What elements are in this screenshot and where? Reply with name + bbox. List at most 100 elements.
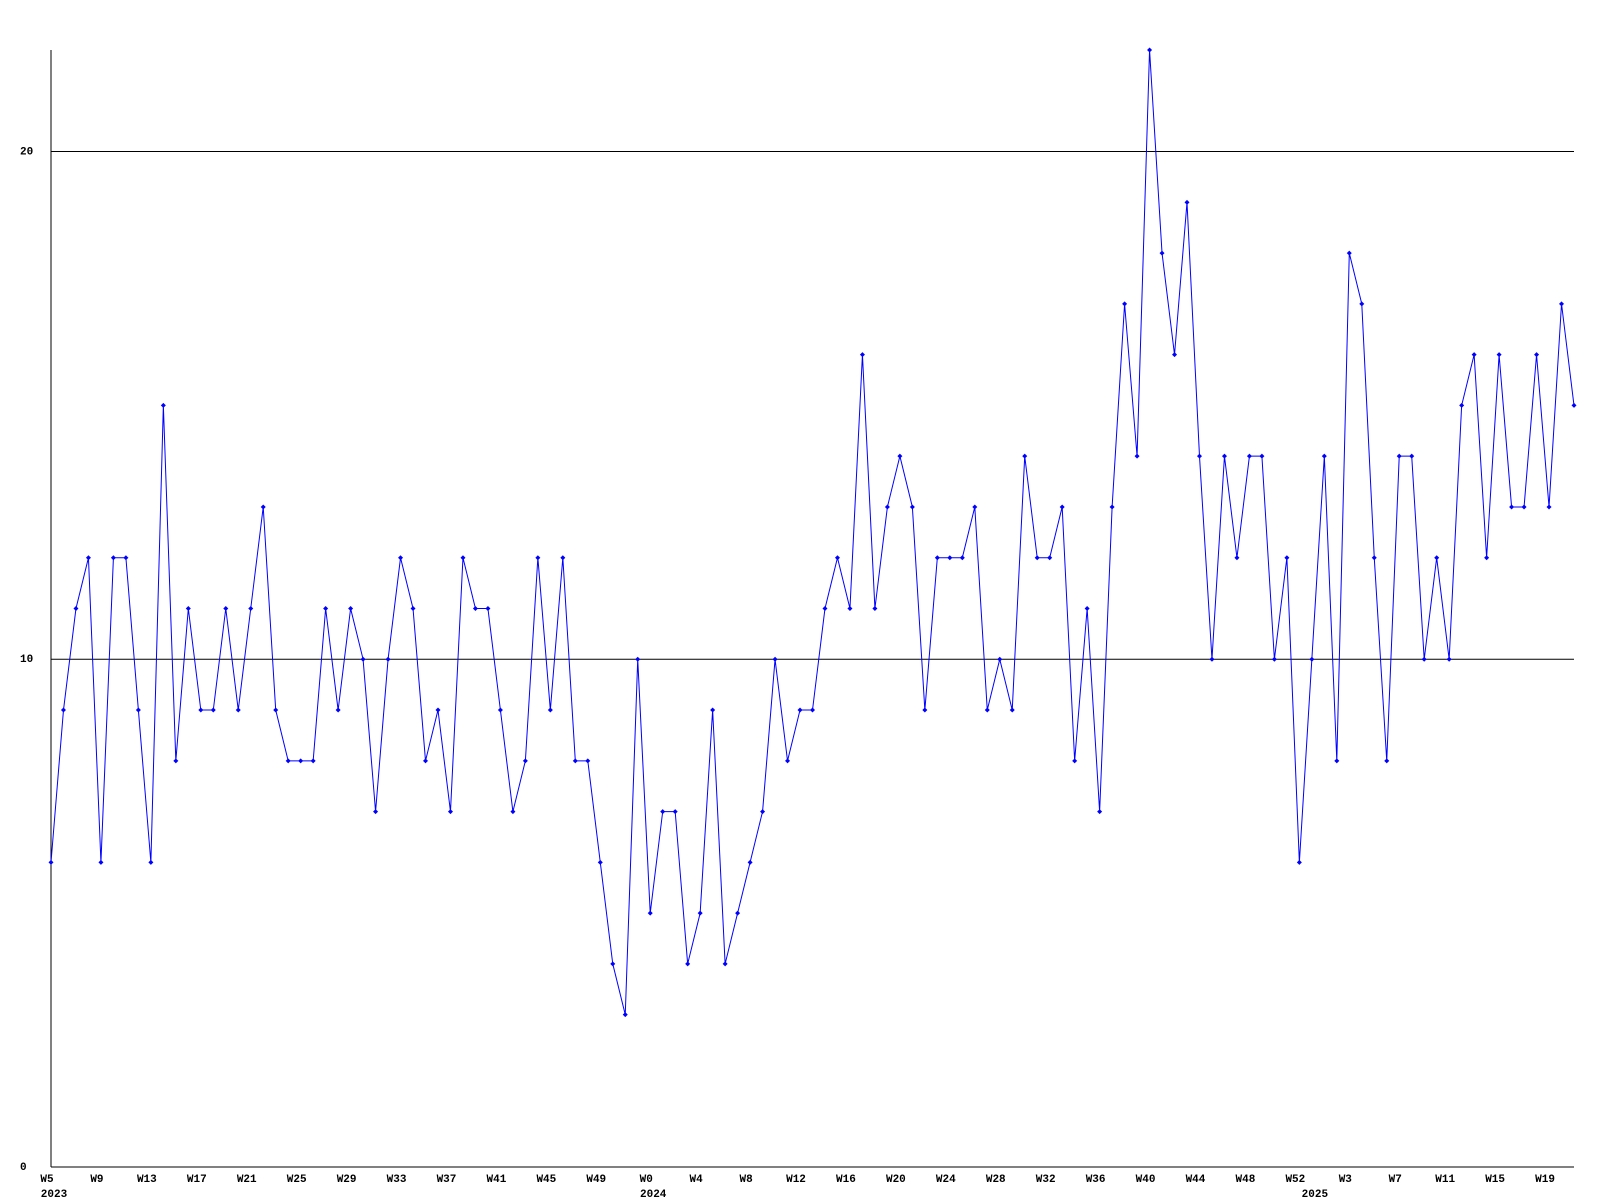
point-marker xyxy=(735,910,741,916)
point-marker xyxy=(335,707,341,713)
point-marker xyxy=(822,606,828,611)
point-marker xyxy=(1359,301,1365,307)
point-marker xyxy=(797,707,803,713)
point-marker xyxy=(1209,656,1215,662)
point-marker xyxy=(410,606,416,611)
point-marker xyxy=(1309,656,1315,662)
point-marker xyxy=(1034,555,1040,561)
point-marker xyxy=(85,555,91,561)
point-marker xyxy=(1509,504,1515,510)
point-marker xyxy=(398,555,404,561)
x-tick-label: W0 xyxy=(640,1174,653,1186)
point-marker xyxy=(859,352,865,358)
point-marker xyxy=(173,758,179,764)
point-marker xyxy=(522,758,528,764)
point-marker xyxy=(160,402,166,408)
point-marker xyxy=(1459,402,1465,408)
x-tick-label: W21 xyxy=(237,1174,257,1186)
x-tick-label: W11 xyxy=(1435,1174,1455,1186)
x-tick-label: W9 xyxy=(90,1174,103,1186)
point-marker xyxy=(710,707,716,713)
x-tick-label: W20 xyxy=(886,1174,906,1186)
point-marker xyxy=(1284,555,1290,561)
x-tick-label: W19 xyxy=(1535,1174,1555,1186)
point-marker xyxy=(1271,656,1277,662)
point-marker xyxy=(884,504,890,510)
point-marker xyxy=(1184,199,1190,205)
point-marker xyxy=(635,656,641,662)
point-marker xyxy=(1196,453,1202,459)
point-marker xyxy=(485,606,491,611)
point-marker xyxy=(472,606,478,611)
point-marker xyxy=(1496,352,1502,358)
x-tick-label: W48 xyxy=(1236,1174,1256,1186)
point-marker xyxy=(298,758,304,764)
point-marker xyxy=(60,707,66,713)
point-marker xyxy=(210,707,216,713)
x-tick-label: W37 xyxy=(437,1174,457,1186)
x-tick-label: W28 xyxy=(986,1174,1006,1186)
x-tick-label: W44 xyxy=(1186,1174,1206,1186)
point-marker xyxy=(135,707,141,713)
point-marker xyxy=(1546,504,1552,510)
point-marker xyxy=(435,707,441,713)
y-tick-label: 20 xyxy=(20,146,33,158)
point-marker xyxy=(1246,453,1252,459)
point-marker xyxy=(385,656,391,662)
point-marker xyxy=(110,555,116,561)
x-tick-label: W17 xyxy=(187,1174,207,1186)
point-marker xyxy=(198,707,204,713)
data-line xyxy=(50,49,1575,1015)
point-marker xyxy=(1221,453,1227,459)
point-marker xyxy=(1396,453,1402,459)
point-marker xyxy=(722,961,728,967)
point-marker xyxy=(834,555,840,561)
x-tick-label: W29 xyxy=(337,1174,357,1186)
x-tick-label: W5 xyxy=(40,1174,54,1186)
point-marker xyxy=(373,809,379,815)
point-marker xyxy=(148,859,154,865)
point-marker xyxy=(1371,555,1377,561)
point-marker xyxy=(1321,453,1327,459)
x-group-label: 2025 xyxy=(1302,1189,1329,1200)
point-marker xyxy=(934,555,940,561)
point-marker xyxy=(235,707,241,713)
point-marker xyxy=(959,555,965,561)
point-marker xyxy=(1334,758,1340,764)
x-group-label: 2024 xyxy=(640,1189,667,1200)
point-marker xyxy=(847,606,853,611)
point-marker xyxy=(423,758,429,764)
x-tick-label: W36 xyxy=(1086,1174,1106,1186)
point-marker xyxy=(1234,555,1240,561)
point-marker xyxy=(1446,656,1452,662)
x-tick-label: W41 xyxy=(487,1174,507,1186)
point-marker xyxy=(48,859,54,865)
point-marker xyxy=(73,606,79,611)
point-marker xyxy=(1384,758,1390,764)
point-marker xyxy=(98,859,104,865)
point-marker xyxy=(947,555,953,561)
x-tick-label: W13 xyxy=(137,1174,157,1186)
point-marker xyxy=(1172,352,1178,358)
point-marker xyxy=(447,809,453,815)
point-marker xyxy=(535,555,541,561)
point-marker xyxy=(647,910,653,916)
point-marker xyxy=(1521,504,1527,510)
point-marker xyxy=(1072,758,1078,764)
point-marker xyxy=(310,758,316,764)
x-tick-label: W45 xyxy=(536,1174,556,1186)
point-marker xyxy=(260,504,266,510)
point-marker xyxy=(1534,352,1540,358)
point-marker xyxy=(1421,656,1427,662)
point-marker xyxy=(323,606,329,611)
point-marker xyxy=(1097,809,1103,815)
x-tick-label: W33 xyxy=(387,1174,407,1186)
x-group-label: 2023 xyxy=(41,1189,68,1200)
point-marker xyxy=(1147,47,1153,53)
point-marker xyxy=(223,606,229,611)
point-marker xyxy=(972,504,978,510)
point-marker xyxy=(1559,301,1565,307)
x-tick-label: W3 xyxy=(1339,1174,1353,1186)
